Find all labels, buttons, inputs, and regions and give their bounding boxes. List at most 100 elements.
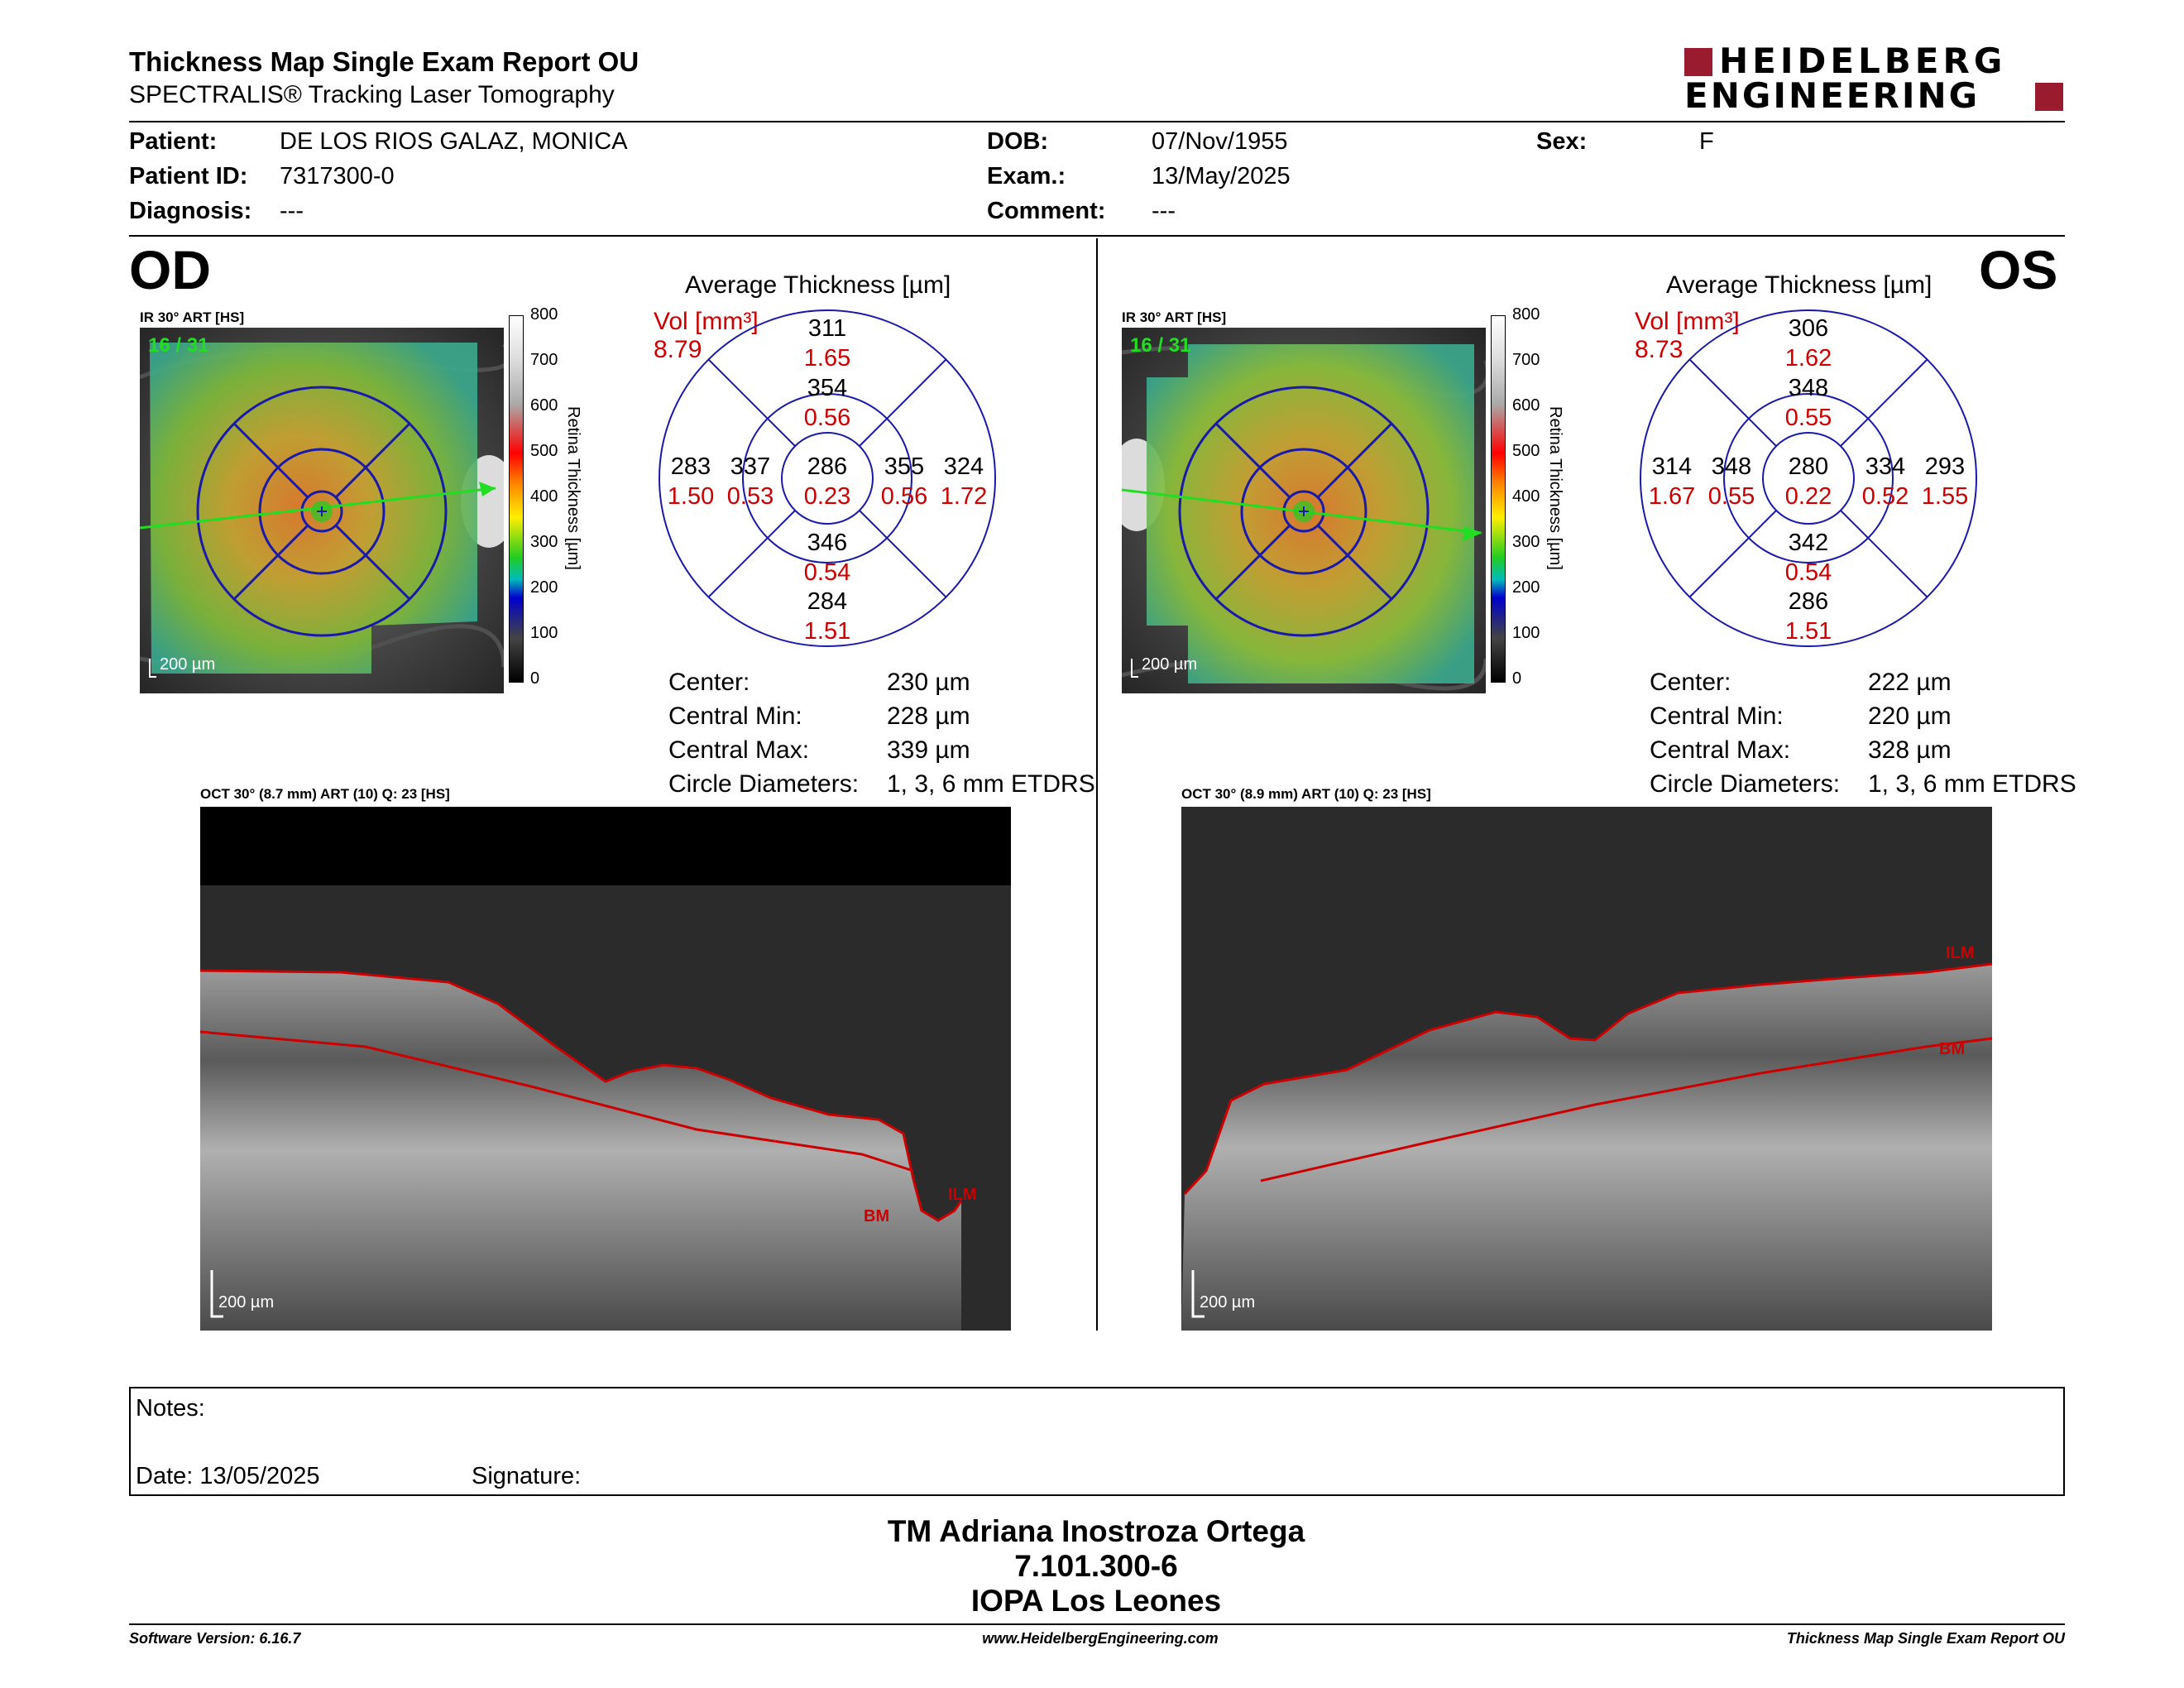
eye-label-od: OD: [129, 239, 211, 300]
od-inner-left: 337: [730, 453, 770, 480]
os-frame-counter: 16 / 31: [1130, 334, 1191, 357]
od-cb-tick: 300: [530, 533, 558, 551]
os-inner-inf: 342: [1789, 530, 1828, 556]
os-outer-left-vol: 1.67: [1649, 483, 1695, 510]
od-inner-right-vol: 0.56: [881, 483, 927, 510]
os-max-label: Central Max:: [1650, 736, 1791, 764]
logo-line1: HEIDELBERG: [1719, 41, 2007, 81]
od-oct-svg: [200, 807, 1011, 1331]
os-center: 280: [1789, 453, 1828, 480]
os-center-label: Center:: [1650, 669, 1731, 696]
od-outer-sup: 311: [808, 315, 846, 342]
os-colorbar-gradient: [1491, 315, 1506, 683]
os-outer-inf: 286: [1789, 588, 1828, 615]
footer-website: www.HeidelbergEngineering.com: [982, 1630, 1219, 1647]
signature-place: IOPA Los Leones: [970, 1584, 1222, 1618]
os-fundus-scale: 200 µm: [1142, 655, 1198, 674]
patient-name: DE LOS RIOS GALAZ, MONICA: [280, 128, 628, 155]
heidelberg-logo: HEIDELBERG ENGINEERING: [1684, 41, 2065, 116]
header-divider: [129, 121, 2065, 122]
od-inner-sup: 354: [807, 375, 847, 401]
os-inner-inf-vol: 0.54: [1785, 559, 1832, 586]
od-cb-tick: 400: [530, 487, 558, 506]
patient-divider: [129, 235, 2065, 237]
od-ilm-label: ILM: [948, 1186, 977, 1204]
od-center-value: 230 µm: [887, 669, 970, 696]
od-cb-tick: 200: [530, 578, 558, 597]
od-oct-scale: 200 µm: [218, 1293, 275, 1312]
os-etdrs-grid: 306 1.62 348 0.55 314 1.67 348 0.55 280 …: [1640, 309, 1977, 647]
sex-value: F: [1699, 128, 1714, 155]
os-outer-left: 314: [1652, 453, 1692, 480]
od-colorbar-gradient: [509, 315, 524, 683]
os-inner-right-vol: 0.52: [1862, 483, 1909, 510]
os-diam-value: 1, 3, 6 mm ETDRS: [1868, 770, 2076, 798]
os-bm-label: BM: [1939, 1040, 1966, 1058]
os-colorbar: 800 700 600 500 400 300 200 100 0 Retina…: [1488, 305, 1581, 688]
od-inner-left-vol: 0.53: [727, 483, 774, 510]
os-cb-tick: 0: [1512, 669, 1522, 688]
exam-value: 13/May/2025: [1152, 163, 1291, 189]
od-colorbar: 800 700 600 500 400 300 200 100 0 Retina…: [506, 305, 599, 688]
od-diam-value: 1, 3, 6 mm ETDRS: [887, 770, 1095, 798]
exam-label: Exam.:: [987, 163, 1066, 189]
od-cb-tick: 700: [530, 351, 558, 369]
os-outer-inf-vol: 1.51: [1785, 618, 1832, 645]
od-cb-tick: 600: [530, 396, 558, 415]
eye-divider: [1096, 238, 1098, 1331]
od-outer-right: 324: [944, 453, 984, 480]
footer-report: Thickness Map Single Exam Report OU: [1786, 1630, 2065, 1647]
comment-label: Comment:: [987, 198, 1106, 224]
od-cb-tick: 800: [530, 305, 558, 324]
od-center-label: Center:: [668, 669, 750, 696]
od-etdrs-grid: 311 1.65 354 0.56 283 1.50 337 0.53 286 …: [659, 309, 996, 647]
os-outer-sup: 306: [1789, 315, 1828, 342]
logo-square-bottom: [2035, 83, 2063, 111]
od-min-label: Central Min:: [668, 703, 802, 730]
os-diam-label: Circle Diameters:: [1650, 770, 1841, 798]
patient-id: 7317300-0: [280, 163, 395, 189]
signature-name: TM Adriana Inostroza Ortega: [887, 1514, 1305, 1548]
os-cb-tick: 800: [1512, 305, 1540, 324]
eye-label-os: OS: [1979, 239, 2058, 300]
od-max-value: 339 µm: [887, 736, 970, 764]
diagnosis-label: Diagnosis:: [129, 198, 252, 224]
os-cb-tick: 600: [1512, 396, 1540, 415]
os-ir-header: IR 30° ART [HS]: [1122, 309, 1227, 325]
od-inner-right: 355: [884, 453, 924, 480]
os-cb-tick: 700: [1512, 351, 1540, 369]
od-outer-sup-vol: 1.65: [804, 345, 850, 372]
od-diam-label: Circle Diameters:: [668, 770, 860, 798]
os-cb-tick: 200: [1512, 578, 1540, 597]
os-cb-tick: 500: [1512, 442, 1540, 460]
dob-label: DOB:: [987, 128, 1049, 155]
patient-id-label: Patient ID:: [129, 163, 248, 189]
od-min-value: 228 µm: [887, 703, 970, 730]
logo-square-top: [1684, 48, 1712, 76]
od-outer-inf: 284: [807, 588, 847, 615]
od-frame-counter: 16 / 31: [148, 334, 209, 357]
os-oct-scan: 200 µm ILM BM: [1181, 807, 1992, 1331]
od-center: 286: [807, 453, 847, 480]
notes-box: Notes: Date: 13/05/2025 Signature:: [129, 1387, 2065, 1496]
os-outer-sup-vol: 1.62: [1785, 345, 1832, 372]
os-inner-left-vol: 0.55: [1708, 483, 1755, 510]
notes-label: Notes:: [136, 1395, 205, 1422]
diagnosis-value: ---: [280, 198, 304, 224]
od-inner-inf-vol: 0.54: [804, 559, 850, 586]
logo-line2: ENGINEERING: [1684, 75, 1980, 116]
os-avg-title: Average Thickness [µm]: [1666, 271, 1933, 299]
os-max-value: 328 µm: [1868, 736, 1952, 764]
od-cb-tick: 500: [530, 442, 558, 460]
od-oct-header: OCT 30° (8.7 mm) ART (10) Q: 23 [HS]: [200, 786, 450, 802]
report-subtitle: SPECTRALIS® Tracking Laser Tomography: [129, 81, 615, 108]
od-fundus-image: 16 / 31 200 µm: [140, 328, 504, 693]
od-outer-left-vol: 1.50: [668, 483, 714, 510]
os-inner-sup-vol: 0.55: [1785, 405, 1832, 431]
od-outer-inf-vol: 1.51: [804, 618, 850, 645]
dob-value: 07/Nov/1955: [1152, 128, 1288, 155]
os-center-vol: 0.22: [1785, 483, 1832, 510]
od-max-label: Central Max:: [668, 736, 810, 764]
os-fundus-image: 16 / 31 200 µm: [1122, 328, 1486, 693]
patient-label: Patient:: [129, 128, 218, 155]
